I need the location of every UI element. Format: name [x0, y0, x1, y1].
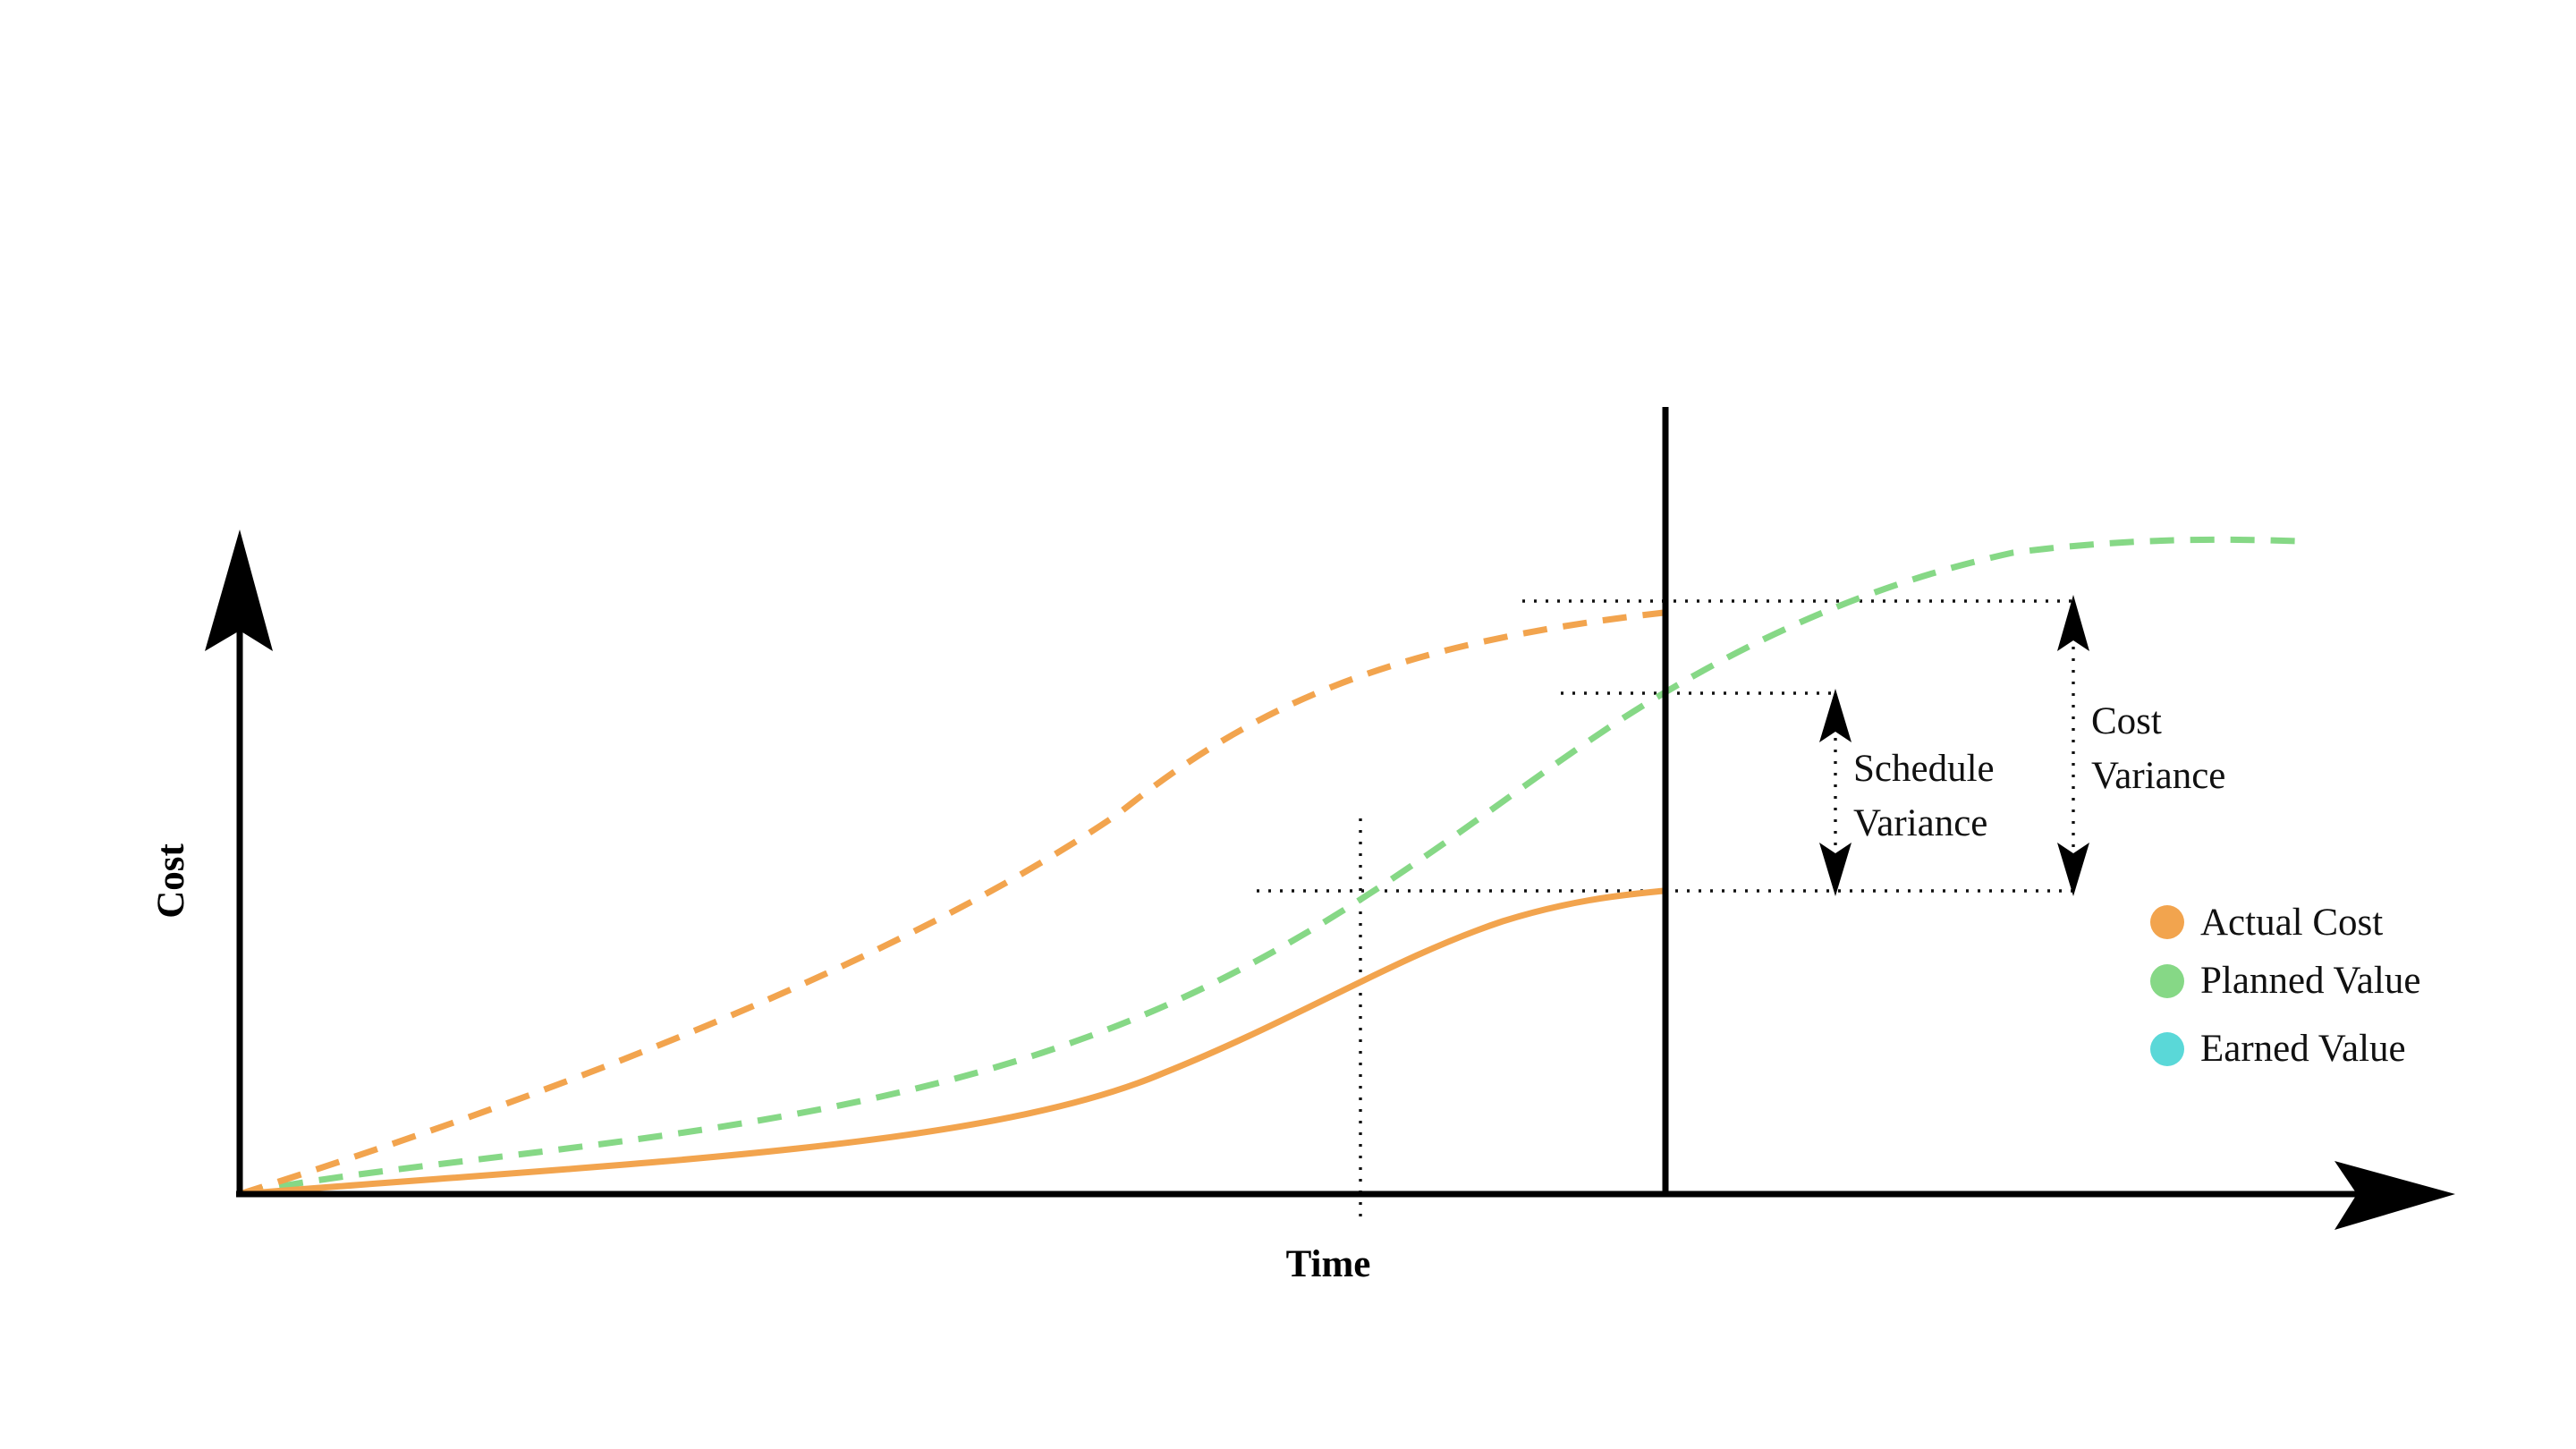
y-axis-title: Cost — [150, 843, 192, 919]
cost-variance-label-line1: Cost — [2091, 700, 2162, 742]
projected-actual-cost-curve — [238, 609, 1665, 1198]
y-axis-arrowhead — [205, 530, 273, 651]
legend-label-actual-cost: Actual Cost — [2200, 902, 2383, 944]
cost-variance-arrow-up — [2057, 595, 2089, 651]
schedule-variance-label-line2: Variance — [1853, 802, 1987, 844]
legend-item-actual-cost: Actual Cost — [2150, 902, 2383, 944]
variance-arrows — [1819, 595, 2089, 896]
curves — [238, 536, 2300, 1198]
legend-marker-planned-value — [2150, 964, 2184, 998]
cost-variance-label-line2: Variance — [2091, 755, 2225, 797]
legend-item-earned-value: Earned Value — [2150, 1028, 2406, 1070]
legend: Actual Cost Planned Value Earned Value — [2150, 902, 2420, 1070]
x-axis-arrowhead — [2334, 1161, 2455, 1230]
axes — [205, 407, 2455, 1230]
planned-value-curve — [239, 536, 2300, 1198]
schedule-variance-arrow-down — [1819, 843, 1852, 896]
schedule-variance-label: Schedule Variance — [1853, 748, 1995, 844]
actual-cost-curve — [239, 887, 1665, 1198]
legend-label-planned-value: Planned Value — [2200, 960, 2420, 1002]
x-axis-title: Time — [1286, 1243, 1371, 1285]
legend-marker-earned-value — [2150, 1032, 2184, 1066]
legend-marker-actual-cost — [2150, 905, 2184, 939]
cost-variance-label: Cost Variance — [2091, 700, 2225, 797]
schedule-variance-arrow-up — [1819, 689, 1852, 742]
cost-variance-arrow-down — [2057, 843, 2089, 896]
schedule-variance-label-line1: Schedule — [1853, 748, 1995, 790]
legend-label-earned-value: Earned Value — [2200, 1028, 2406, 1070]
legend-item-planned-value: Planned Value — [2150, 960, 2420, 1002]
